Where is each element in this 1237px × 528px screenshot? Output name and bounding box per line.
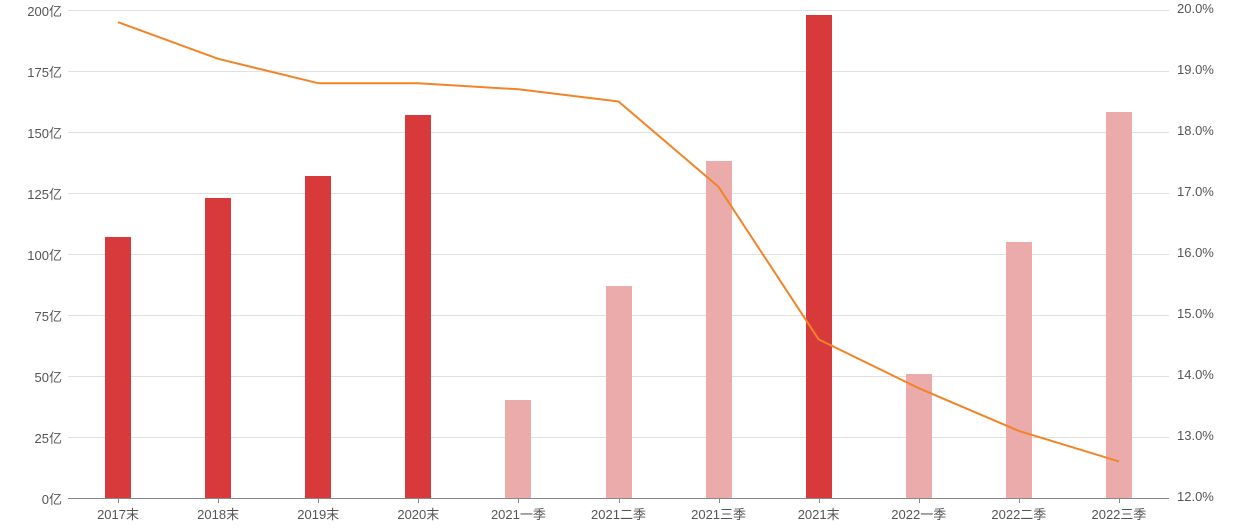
y-left-tick-label: 100亿: [27, 245, 62, 264]
gridline: [68, 254, 1169, 255]
x-tick-label: 2019末: [268, 504, 368, 523]
bar: [606, 286, 632, 498]
bar: [505, 400, 531, 498]
y-right-tick-label: 19.0%: [1177, 62, 1214, 77]
bar: [405, 115, 431, 498]
bar: [1006, 242, 1032, 498]
y-right-tick-label: 16.0%: [1177, 245, 1214, 260]
x-tick-mark: [1019, 498, 1020, 503]
y-left-tick-label: 50亿: [35, 367, 62, 386]
gridline: [68, 193, 1169, 194]
y-right-tick-label: 15.0%: [1177, 306, 1214, 321]
y-left-tick-label: 175亿: [27, 62, 62, 81]
y-right-tick-label: 14.0%: [1177, 367, 1214, 382]
bar: [906, 374, 932, 498]
x-tick-mark: [418, 498, 419, 503]
gridline: [68, 132, 1169, 133]
bar: [105, 237, 131, 498]
x-tick-mark: [619, 498, 620, 503]
x-tick-label: 2022一季: [869, 504, 969, 523]
x-tick-mark: [118, 498, 119, 503]
y-left-tick-label: 150亿: [27, 123, 62, 142]
bar: [205, 198, 231, 498]
y-left-tick-label: 125亿: [27, 184, 62, 203]
x-tick-label: 2021三季: [669, 504, 769, 523]
x-tick-label: 2021末: [769, 504, 869, 523]
y-left-tick-label: 0亿: [42, 489, 62, 508]
y-right-tick-label: 20.0%: [1177, 1, 1214, 16]
dual-axis-bar-line-chart: 0亿 25亿 50亿 75亿 100亿 125亿 150亿 175亿 200亿 12.0% 13.0…: [0, 0, 1237, 528]
x-tick-mark: [1119, 498, 1120, 503]
x-tick-label: 2021一季: [468, 504, 568, 523]
y-right-tick-label: 17.0%: [1177, 184, 1214, 199]
x-tick-mark: [919, 498, 920, 503]
y-right-tick-label: 13.0%: [1177, 428, 1214, 443]
bar: [305, 176, 331, 498]
x-tick-mark: [318, 498, 319, 503]
y-right-tick-label: 18.0%: [1177, 123, 1214, 138]
x-tick-label: 2022三季: [1069, 504, 1169, 523]
y-left-tick-label: 25亿: [35, 428, 62, 447]
x-tick-label: 2021二季: [569, 504, 669, 523]
x-tick-label: 2022二季: [969, 504, 1069, 523]
x-tick-mark: [518, 498, 519, 503]
x-tick-mark: [819, 498, 820, 503]
x-tick-label: 2017末: [68, 504, 168, 523]
y-right-tick-label: 12.0%: [1177, 489, 1214, 504]
x-tick-mark: [218, 498, 219, 503]
gridline: [68, 71, 1169, 72]
bar: [706, 161, 732, 498]
x-tick-mark: [719, 498, 720, 503]
x-tick-label: 2018末: [168, 504, 268, 523]
bar: [1106, 112, 1132, 498]
y-left-tick-label: 75亿: [35, 306, 62, 325]
gridline: [68, 10, 1169, 11]
y-left-tick-label: 200亿: [27, 1, 62, 20]
x-tick-label: 2020末: [368, 504, 468, 523]
bar: [806, 15, 832, 498]
